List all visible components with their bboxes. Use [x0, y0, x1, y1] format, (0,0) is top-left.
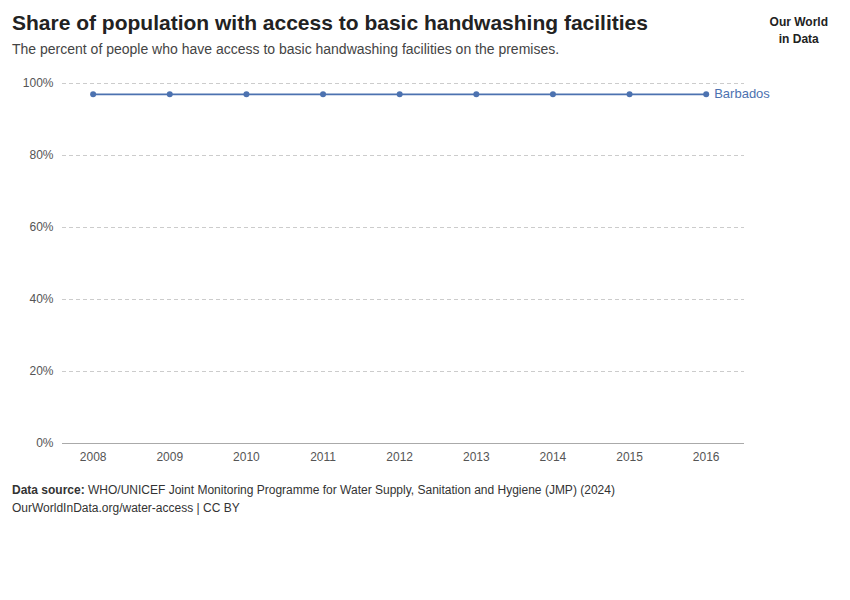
- html-text:Share of population with acces: Share of population with access to basic…: [12, 11, 648, 34]
- svg-text:2015: 2015: [616, 450, 643, 464]
- svg-text:2010: 2010: [233, 450, 260, 464]
- html-text:Data source: WHO/UNICEF Joint: Data source: WHO/UNICEF Joint Monitoring…: [12, 483, 615, 498]
- html-text:OurWorldInData.org/water-acces: OurWorldInData.org/water-access | CC BY: [12, 501, 240, 516]
- svg-text:2014: 2014: [540, 450, 567, 464]
- html-text:The percent of people who have: The percent of people who have access to…: [12, 41, 560, 58]
- svg-text:2008: 2008: [80, 450, 107, 464]
- svg-text:40%: 40%: [29, 293, 53, 307]
- svg-text:2009: 2009: [156, 450, 183, 464]
- svg-text:2016: 2016: [693, 450, 720, 464]
- svg-text:100%: 100%: [23, 77, 54, 91]
- svg-text:2011: 2011: [310, 450, 336, 464]
- html-text:Our World: Our World: [769, 15, 828, 29]
- svg-text:20%: 20%: [29, 365, 53, 379]
- svg-text:0%: 0%: [36, 437, 54, 451]
- svg-text:Barbados: Barbados: [714, 87, 770, 102]
- svg-text:60%: 60%: [29, 221, 53, 235]
- svg-text:2012: 2012: [386, 450, 413, 464]
- svg-text:80%: 80%: [29, 149, 53, 163]
- svg-text:2013: 2013: [463, 450, 490, 464]
- html-text:in Data: in Data: [778, 31, 819, 46]
